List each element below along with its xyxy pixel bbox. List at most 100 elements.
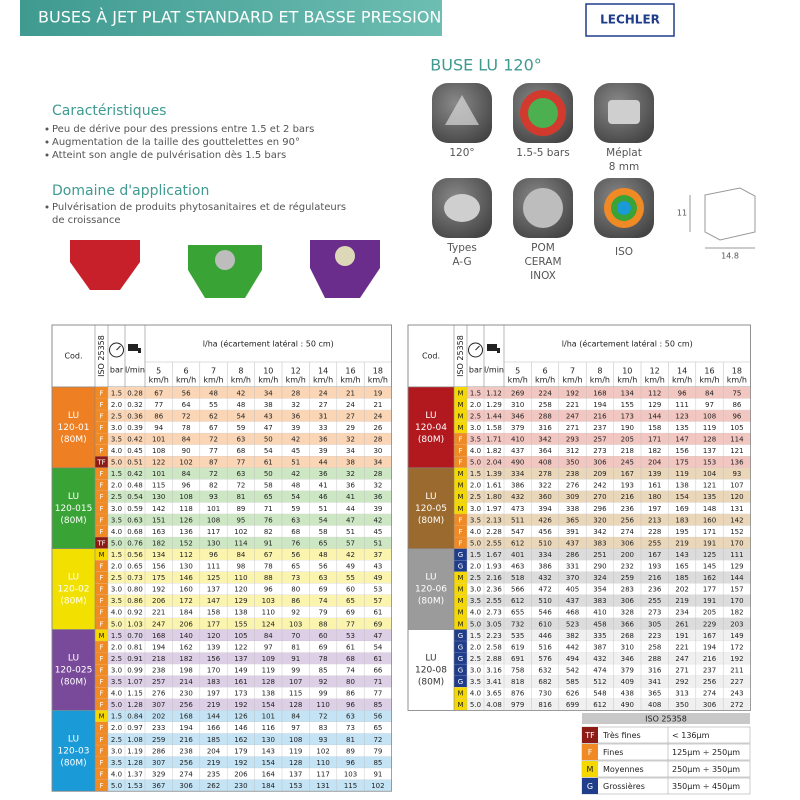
cell-value: 4.0 (470, 690, 481, 698)
cell-value: 97 (705, 401, 714, 409)
legend-name: Fines (603, 748, 623, 757)
logo: LECHLER (600, 13, 660, 27)
cell-value: 60 (319, 632, 328, 640)
iso-cell (95, 675, 108, 688)
cell-value: 97 (264, 643, 273, 651)
cell-value: 576 (538, 655, 552, 663)
iso-class: F (99, 586, 103, 594)
cell-value: 258 (648, 643, 661, 651)
cell-value: 149 (234, 666, 247, 674)
cell-value: 206 (152, 597, 166, 605)
cell-value: 21 (346, 389, 355, 397)
cell-value: 612 (511, 539, 524, 547)
cell-value: 547 (511, 528, 524, 536)
cell-value: 73 (291, 574, 300, 582)
code-label: (80M) (418, 435, 444, 445)
cell-value: 154 (262, 759, 276, 767)
speed-unit: km/h (562, 376, 582, 385)
cell-value: 306 (703, 701, 717, 709)
cell-value: 331 (566, 563, 579, 571)
cell-value: 173 (621, 412, 634, 420)
cell-value: 316 (538, 424, 552, 432)
cell-value: 242 (593, 482, 606, 490)
cell-value: 3.5 (111, 516, 122, 524)
cell-value: 57 (373, 597, 382, 605)
code-label: LU (68, 573, 79, 583)
cell-value: 47 (373, 632, 382, 640)
cell-value: 185 (675, 574, 688, 582)
cell-value: 123 (675, 412, 688, 420)
cell-value: 3.5 (470, 678, 481, 686)
row-bg (95, 571, 392, 584)
cell-value: 979 (511, 701, 524, 709)
row-bg (95, 779, 392, 792)
cell-value: 313 (675, 690, 688, 698)
icon-art (445, 95, 479, 125)
iso-class: F (99, 747, 103, 755)
cell-value: 53 (373, 586, 382, 594)
cell-value: 158 (648, 424, 661, 432)
row-bg (454, 490, 751, 503)
header-flow: l/min (484, 366, 504, 375)
cell-value: 219 (207, 759, 220, 767)
iso-class: TF (96, 539, 105, 547)
cell-value: 612 (593, 701, 606, 709)
iso-class: F (99, 563, 103, 571)
iso-class: F (99, 435, 103, 443)
cell-value: 24 (373, 412, 382, 420)
cell-value: 51 (373, 539, 382, 547)
cell-value: 257 (152, 678, 165, 686)
cell-value: 62 (209, 412, 218, 420)
iso-cell (454, 571, 467, 584)
cell-value: 59 (291, 505, 300, 513)
cell-value: 1.5 (470, 632, 481, 640)
code-cell (51, 548, 96, 630)
row-bg (454, 387, 751, 399)
cell-value: 96 (732, 412, 741, 420)
cell-value: 94 (154, 424, 163, 432)
cell-value: 256 (179, 701, 193, 709)
cell-value: 182 (730, 609, 743, 617)
iso-cell (95, 687, 108, 699)
cell-value: 0.80 (127, 586, 143, 594)
cell-value: 152 (179, 539, 192, 547)
header-iso: ISO 25358 (97, 335, 106, 377)
cell-value: 148 (703, 505, 716, 513)
cell-value: 71 (264, 505, 273, 513)
cell-value: 261 (675, 620, 688, 628)
cell-value: 82 (264, 528, 273, 536)
cell-value: 54 (291, 493, 300, 501)
cell-value: 72 (209, 435, 218, 443)
cell-value: 442 (566, 643, 579, 651)
cell-value: 200 (621, 551, 634, 559)
iso-class: M (457, 412, 463, 420)
cell-value: 119 (675, 470, 688, 478)
cell-value: 232 (621, 563, 634, 571)
cell-value: 0.59 (127, 505, 143, 513)
cell-value: 86 (732, 401, 741, 409)
cell-value: 65 (291, 563, 300, 571)
cell-value: 3.0 (470, 505, 481, 513)
cell-value: 271 (566, 424, 579, 432)
cell-value: 269 (511, 389, 524, 397)
cell-value: 273 (593, 447, 606, 455)
cell-value: 184 (179, 609, 193, 617)
cell-value: 192 (730, 655, 743, 663)
iso-class: M (457, 701, 463, 709)
cell-value: 0.86 (127, 597, 143, 605)
cell-value: 1.37 (127, 770, 143, 778)
code-label: 120-06 (415, 585, 447, 595)
cell-value: 44 (319, 459, 328, 467)
code-label: LU (425, 492, 436, 502)
iso-cell (95, 398, 108, 411)
row-bg (95, 583, 392, 595)
cell-value: 84 (291, 713, 300, 721)
cell-value: 366 (621, 620, 635, 628)
iso-class: F (99, 482, 103, 490)
iso-class: M (457, 401, 463, 409)
cell-value: 4.08 (486, 701, 502, 709)
cell-value: 171 (648, 435, 661, 443)
cell-value: 102 (316, 747, 329, 755)
cell-value: 1.12 (486, 389, 502, 397)
row-bg (454, 502, 751, 515)
